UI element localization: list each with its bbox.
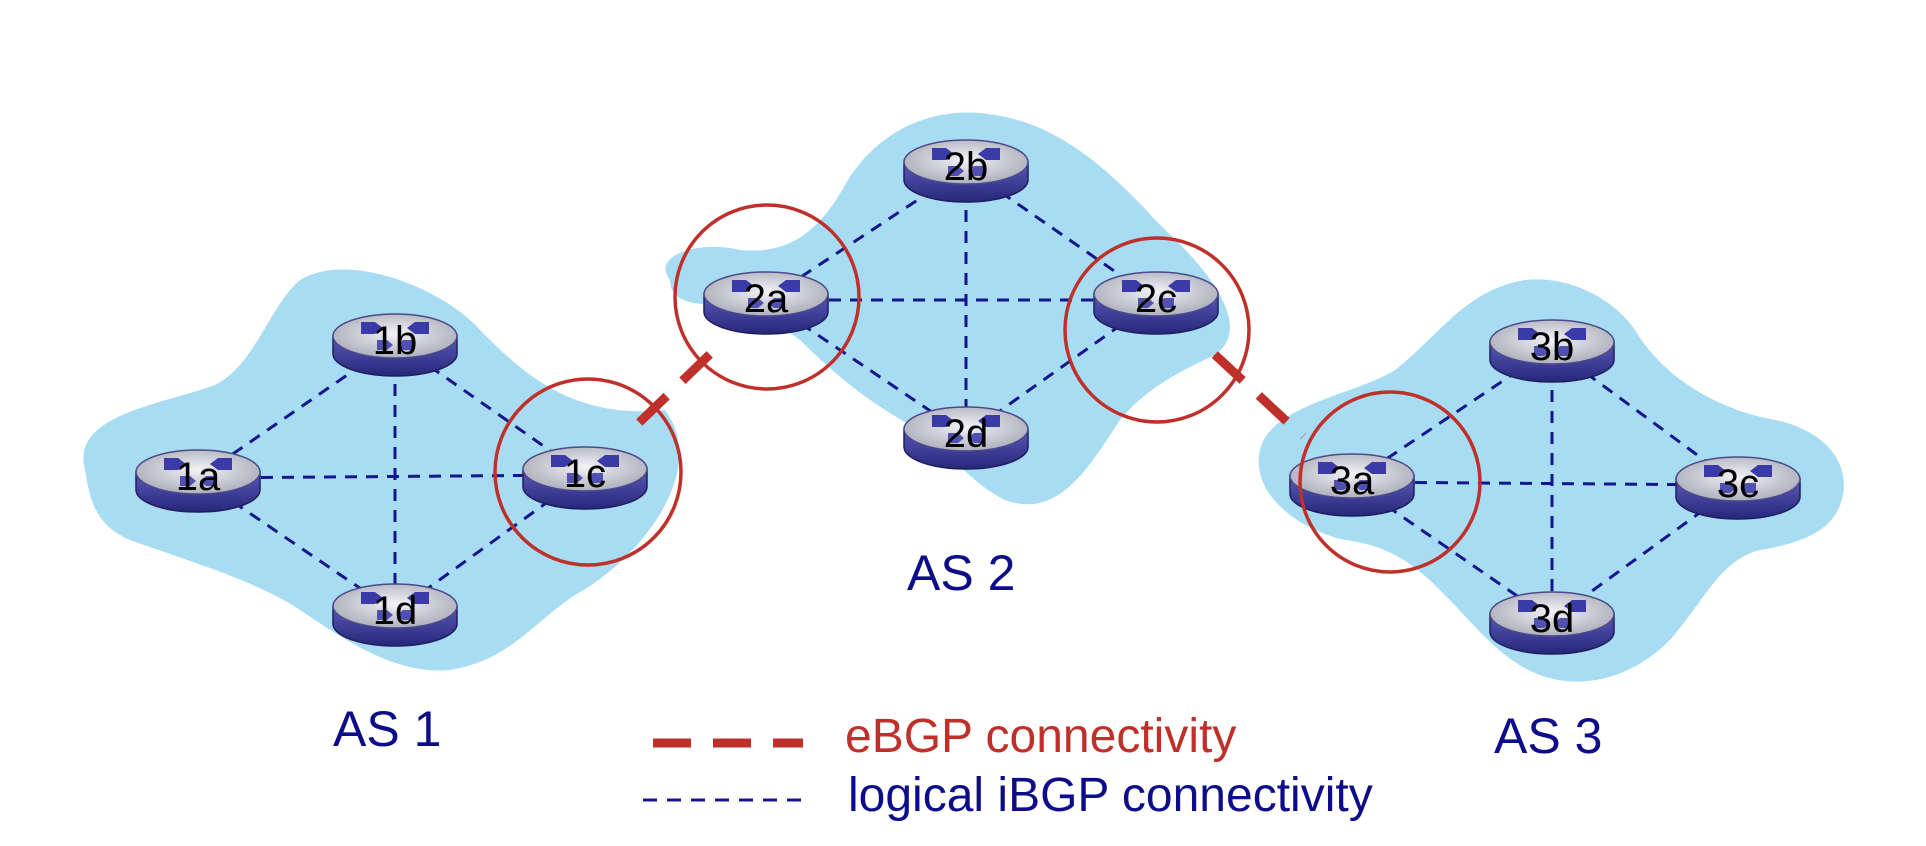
router-label-3b: 3b [1530, 325, 1575, 369]
router-arrows-icon [1122, 280, 1190, 308]
router-2d: 2d [903, 406, 1029, 470]
gateway-circle-1c [493, 377, 683, 567]
router-3b: 3b [1489, 319, 1615, 383]
legend-ibgp-label: logical iBGP connectivity [848, 769, 1373, 822]
router-1c: 1c [522, 446, 648, 510]
as2-label: AS 2 [907, 545, 1015, 601]
as1-label: AS 1 [333, 701, 441, 757]
router-arrows-icon [932, 415, 1000, 443]
router-arrows-icon [1518, 600, 1586, 628]
router-label-3a: 3a [1330, 459, 1375, 503]
ibgp-link-1a-1c [197, 473, 586, 480]
routers: 1a 1b 1c 1d 2a 2b 2c 2d 3a 3b 3c 3d [135, 139, 1801, 655]
router-arrows-icon [1518, 328, 1586, 356]
router-arrows-icon [732, 280, 800, 308]
gateway-circle-3a [1298, 390, 1482, 574]
as2-cloud [665, 112, 1230, 505]
router-arrows-icon [932, 148, 1000, 176]
router-label-1a: 1a [176, 455, 221, 499]
router-label-1c: 1c [564, 452, 606, 496]
router-label-2a: 2a [744, 277, 789, 321]
router-arrows-icon [1318, 462, 1386, 490]
ebgp-links [636, 340, 1307, 440]
router-2a: 2a [703, 271, 829, 335]
gateway-circle-2a [673, 203, 861, 391]
router-3c: 3c [1675, 456, 1801, 520]
router-1b: 1b [332, 313, 458, 377]
gateway-highlights [493, 203, 1482, 574]
router-label-2c: 2c [1135, 277, 1177, 321]
ebgp-link-2c-3a [1211, 351, 1307, 440]
legend-ebgp-label: eBGP connectivity [845, 710, 1236, 763]
ibgp-link-3a-3c [1351, 480, 1739, 487]
router-arrows-icon [1704, 465, 1772, 493]
router-1d: 1d [332, 583, 458, 647]
legend: eBGP connectivity logical iBGP connectiv… [643, 710, 1373, 822]
router-3a: 3a [1289, 453, 1415, 517]
router-label-3d: 3d [1530, 597, 1575, 641]
router-label-2d: 2d [944, 412, 989, 456]
router-2b: 2b [903, 139, 1029, 203]
ebgp-link-1c-2a [636, 340, 724, 426]
router-arrows-icon [361, 592, 429, 620]
router-arrows-icon [164, 458, 232, 486]
router-label-2b: 2b [944, 145, 989, 189]
router-arrows-icon [551, 455, 619, 483]
gateway-circle-2c [1063, 236, 1251, 424]
router-3d: 3d [1489, 591, 1615, 655]
router-1a: 1a [135, 449, 261, 513]
router-label-1b: 1b [373, 319, 418, 363]
router-arrows-icon [361, 322, 429, 350]
router-label-3c: 3c [1717, 462, 1759, 506]
as1-cloud [83, 269, 680, 671]
as3-label: AS 3 [1494, 708, 1602, 764]
router-2c: 2c [1093, 271, 1219, 335]
router-label-1d: 1d [373, 589, 418, 633]
